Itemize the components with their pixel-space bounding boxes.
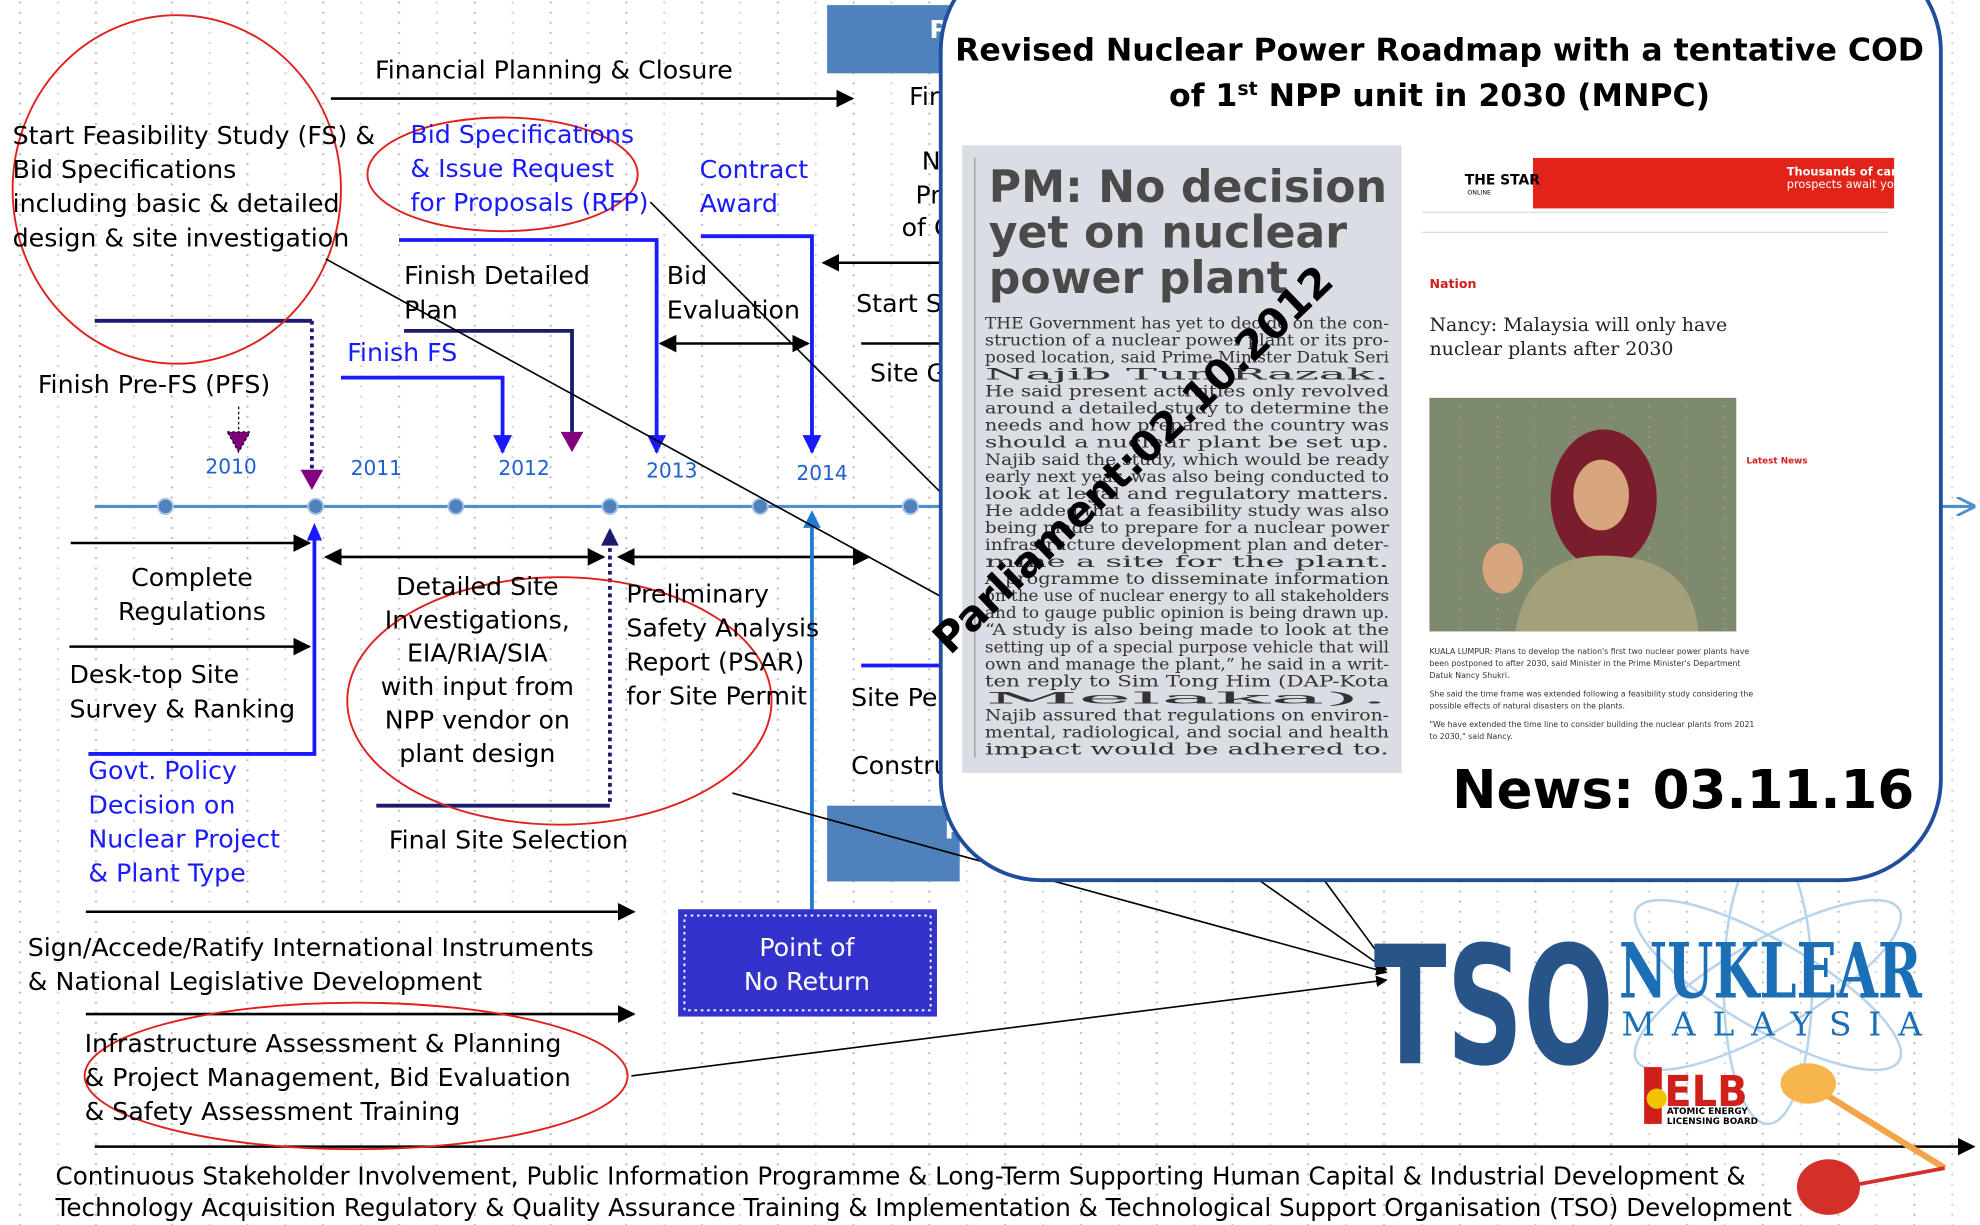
activity-label: Contract xyxy=(700,155,809,184)
activity-label: No Return xyxy=(744,967,870,996)
activity-label: Finish Pre-FS (PFS) xyxy=(38,370,270,399)
activity-label: Plan xyxy=(404,295,458,324)
title-part: NPP unit in 2030 (MNPC) xyxy=(1258,78,1710,114)
activity-label: Finish FS xyxy=(347,338,457,367)
star-latest: Latest News xyxy=(1746,456,1807,466)
star-logo: THE STAR xyxy=(1465,172,1541,188)
activity-label: Final Site Selection xyxy=(389,826,628,855)
activity-label: Safety Analysis xyxy=(626,613,819,642)
activity-label: for Site Permit xyxy=(626,682,807,711)
title-sup: st xyxy=(1237,78,1257,100)
activity-label: & Plant Type xyxy=(88,858,245,887)
star-body: to 2030," said Nancy. xyxy=(1429,732,1512,741)
star-logo-sub: ONLINE xyxy=(1467,190,1491,197)
activity-label: Start Feasibility Study (FS) & xyxy=(13,121,375,150)
activity-label: Bid xyxy=(667,261,707,290)
activity-label: & National Legislative Development xyxy=(28,967,482,996)
clip-headline: power plant xyxy=(989,253,1288,304)
activity-label: Bid Specifications xyxy=(410,120,634,149)
news-date: News: 03.11.16 xyxy=(1452,759,1914,821)
activity-label: Point of xyxy=(759,933,855,962)
aelb-sub: ATOMIC ENERGY xyxy=(1667,1107,1749,1117)
star-body: "We have extended the time line to consi… xyxy=(1429,720,1754,729)
partial-label: Pr xyxy=(915,180,941,209)
activity-label: Award xyxy=(700,189,778,218)
activity-label: & Issue Request xyxy=(410,154,614,183)
activity-label: Govt. Policy xyxy=(88,756,237,785)
title-part: of 1 xyxy=(1169,78,1237,114)
star-body: possible effects of natural disasters on… xyxy=(1429,701,1625,710)
footer-text: Technology Acquisition Regulatory & Qual… xyxy=(55,1193,1793,1222)
star-headline: nuclear plants after 2030 xyxy=(1429,338,1673,360)
activity-label: for Proposals (RFP) xyxy=(410,188,648,217)
activity-label: Preliminary xyxy=(626,579,769,608)
activity-label: design & site investigation xyxy=(13,223,350,252)
activity-label: Desk-top Site xyxy=(69,660,239,689)
clip-body: impact would be adhered to. xyxy=(985,740,1389,759)
activity-label: plant design xyxy=(399,739,555,768)
star-body: She said the time frame was extended fol… xyxy=(1429,689,1753,698)
partial-label: N xyxy=(922,146,941,175)
activity-label: & Project Management, Bid Evaluation xyxy=(85,1063,571,1092)
year-label: 2011 xyxy=(351,456,402,480)
activity-label: Finish Detailed xyxy=(404,261,590,290)
activity-label: Report (PSAR) xyxy=(626,648,804,677)
activity-label: including basic & detailed xyxy=(13,189,340,218)
activity-label: Infrastructure Assessment & Planning xyxy=(85,1029,562,1058)
activity-label: Bid Specifications xyxy=(13,155,237,184)
footer-text: Continuous Stakeholder Involvement, Publ… xyxy=(56,1162,1746,1191)
partial-label: Site G xyxy=(870,358,946,387)
activity-label: Financial Planning & Closure xyxy=(375,55,733,84)
year-label: 2012 xyxy=(498,456,549,480)
year-label: 2013 xyxy=(646,458,697,482)
popup-title: Revised Nuclear Power Roadmap with a ten… xyxy=(955,33,1924,69)
partial-label: Site Per xyxy=(851,683,948,712)
activity-label: Decision on xyxy=(88,790,235,819)
star-body: KUALA LUMPUR: Plans to develop the natio… xyxy=(1429,647,1749,656)
clip-headline: PM: No decision xyxy=(989,162,1387,213)
aelb-sub: LICENSING BOARD xyxy=(1667,1117,1758,1127)
activity-label: Survey & Ranking xyxy=(69,694,295,723)
activity-label: Regulations xyxy=(118,597,266,626)
activity-label: EIA/RIA/SIA xyxy=(407,639,548,668)
activity-label: NPP vendor on xyxy=(385,706,570,735)
nuklear-logo: NUKLEAR xyxy=(1619,927,1923,1016)
star-body: been postponed to after 2030, said Minis… xyxy=(1429,659,1740,668)
activity-label: Evaluation xyxy=(667,295,800,324)
activity-label: Nuclear Project xyxy=(88,824,280,853)
star-section: Nation xyxy=(1429,276,1476,291)
star-banner: prospects await you xyxy=(1787,177,1901,191)
partial-label: Start Si xyxy=(856,289,949,318)
activity-label: with input from xyxy=(381,672,574,701)
star-headline: Nancy: Malaysia will only have xyxy=(1429,314,1727,336)
activity-label: Complete xyxy=(131,563,253,592)
partial-label: Constru xyxy=(851,751,950,780)
year-label: 2014 xyxy=(796,461,847,485)
activity-label: Detailed Site xyxy=(396,572,558,601)
star-body: Datuk Nancy Shukri. xyxy=(1429,671,1509,680)
year-label: 2010 xyxy=(205,455,256,479)
clip-headline: yet on nuclear xyxy=(989,208,1348,259)
activity-label: & Safety Assessment Training xyxy=(85,1097,461,1126)
tso-logo: TSO xyxy=(1374,911,1614,1102)
activity-label: Sign/Accede/Ratify International Instrum… xyxy=(28,933,594,962)
slide: 2010 2011 2012 2013 2014 Financial Planning &… xyxy=(0,0,1980,1225)
activity-label: Investigations, xyxy=(385,605,570,634)
